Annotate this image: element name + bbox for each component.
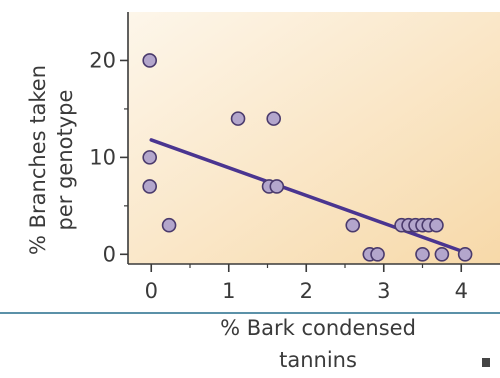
end-square-marker	[482, 358, 490, 367]
y-axis-title-line1: % Branches taken	[26, 65, 50, 255]
x-tick-label: 2	[300, 279, 313, 303]
data-point	[230, 111, 246, 126]
data-point	[142, 179, 157, 194]
trendline-layer	[149, 138, 467, 255]
y-axis-title-line2: per genotype	[53, 90, 77, 231]
data-point	[161, 217, 177, 233]
x-tick-label: 3	[377, 279, 390, 303]
y-tick-label: 10	[89, 145, 116, 169]
axes: 0 10 20 0 1 2 3 4	[89, 12, 500, 303]
data-point	[266, 111, 282, 126]
x-axis-title-line1: % Bark condensed	[220, 316, 416, 340]
x-tick-label: 4	[455, 279, 468, 303]
trendline	[149, 138, 467, 255]
data-point	[269, 179, 285, 194]
data-point	[370, 247, 385, 262]
x-tick-label: 1	[222, 279, 235, 303]
y-tick-label: 20	[89, 48, 116, 72]
data-point	[415, 247, 430, 262]
x-axis-title-line2: tannins	[279, 348, 357, 372]
data-point	[457, 247, 473, 262]
data-points	[142, 53, 473, 262]
data-point	[429, 217, 444, 233]
x-tick-label: 0	[145, 279, 158, 303]
data-point	[434, 247, 450, 262]
plot-background	[128, 12, 500, 264]
y-tick-label: 0	[103, 242, 116, 266]
data-point	[345, 217, 361, 233]
data-point	[142, 53, 157, 68]
data-point	[142, 150, 157, 165]
